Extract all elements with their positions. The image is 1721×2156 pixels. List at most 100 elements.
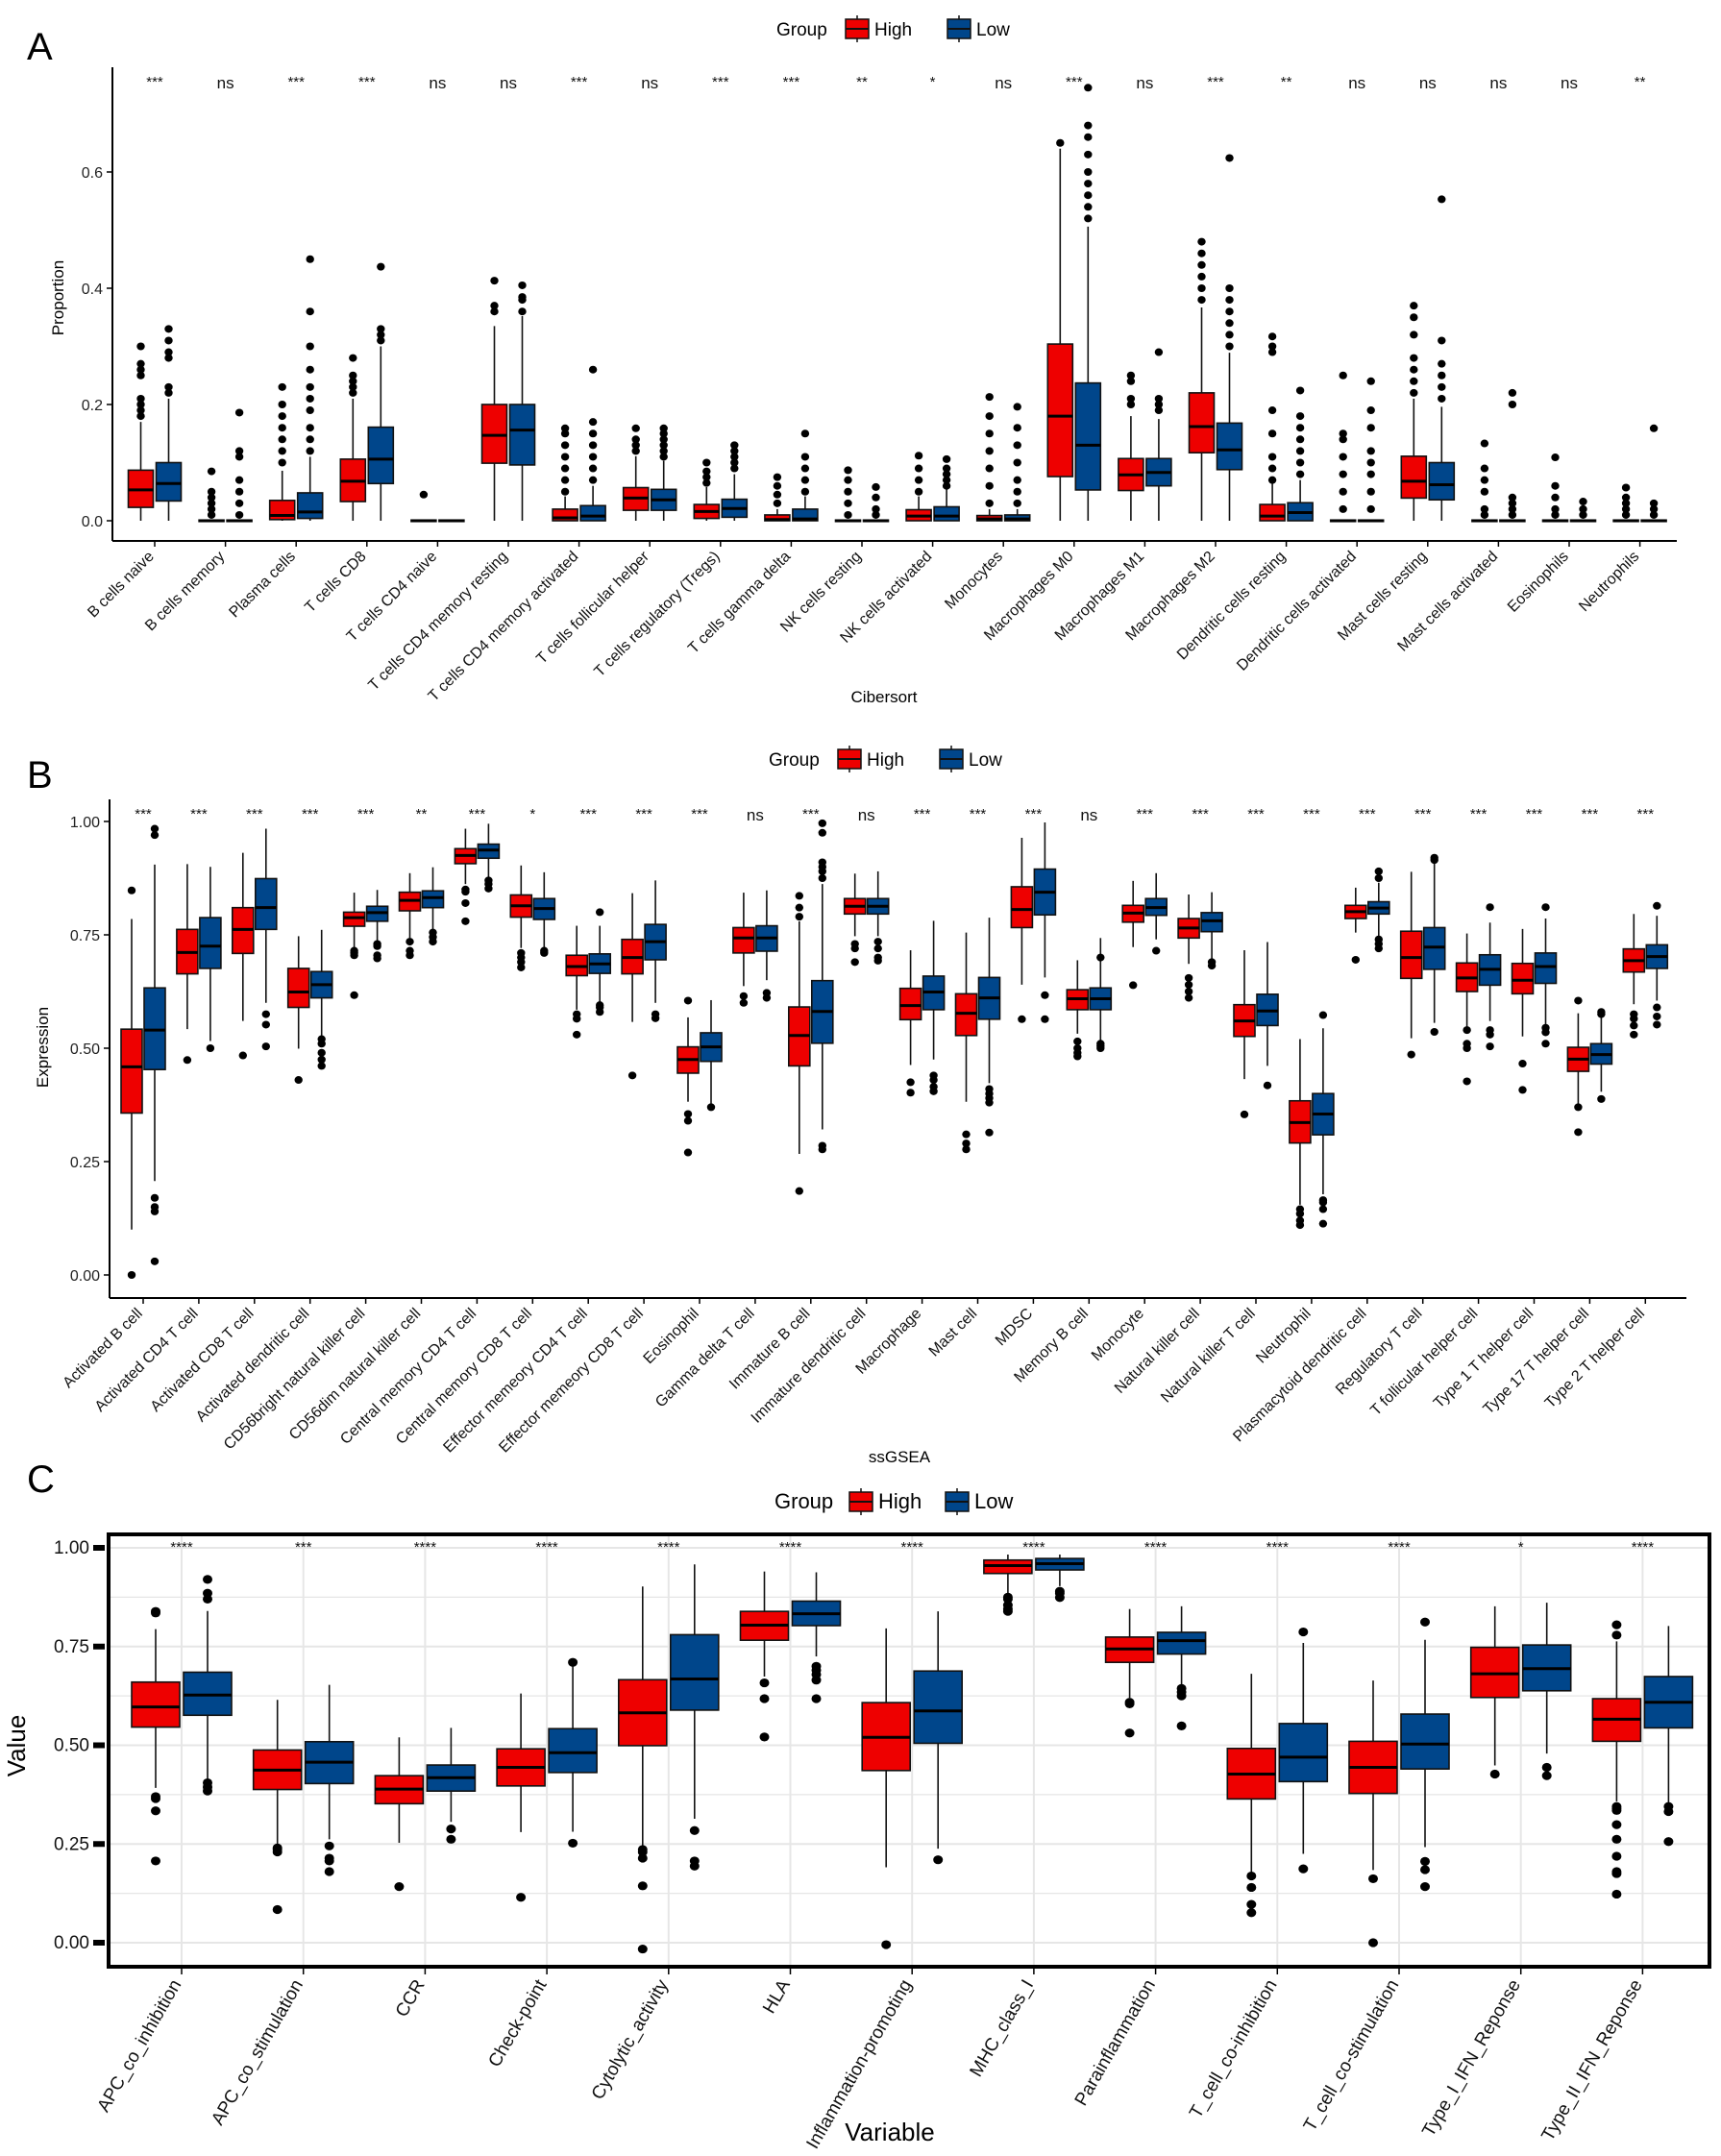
outlier-point (1438, 359, 1446, 368)
outlier-point (1041, 991, 1049, 999)
outlier-point (1653, 1020, 1661, 1029)
outlier-point (659, 441, 668, 450)
box-high (252, 1700, 303, 1915)
outlier-point (151, 1606, 160, 1616)
outlier-point (324, 1841, 334, 1850)
outlier-point (773, 499, 782, 507)
box-high (1622, 914, 1646, 1039)
x-axis-title: Cibersort (851, 688, 918, 706)
outlier-point (1551, 493, 1560, 502)
y-tick-label: 1.00 (70, 815, 100, 831)
outlier-point (881, 1940, 892, 1949)
box-high (480, 277, 508, 521)
box-low (1589, 1008, 1613, 1103)
significance-label: *** (246, 806, 263, 822)
outlier-point (637, 1845, 648, 1854)
outlier-point (568, 1838, 578, 1849)
outlier-point (306, 365, 314, 374)
box-high (509, 865, 533, 971)
outlier-point (136, 371, 145, 380)
significance-label: *** (287, 74, 305, 90)
y-tick-label: 0.0 (82, 514, 103, 530)
outlier-point (1126, 394, 1136, 403)
outlier-point (985, 1128, 994, 1137)
outlier-point (1611, 1630, 1622, 1640)
significance-label: ns (747, 806, 764, 824)
outlier-point (373, 951, 381, 960)
outlier-point (164, 382, 173, 391)
y-tick-label: 0.6 (82, 165, 103, 182)
outlier-point (207, 493, 216, 502)
outlier-point (1480, 504, 1489, 513)
outlier-point (1154, 394, 1164, 403)
outlier-point (702, 478, 711, 487)
box-low (862, 482, 890, 523)
outlier-point (914, 487, 923, 496)
box-high (983, 1554, 1033, 1616)
outlier-point (1630, 1021, 1638, 1030)
box-iqr (1511, 962, 1535, 995)
outlier-point (1579, 504, 1587, 513)
outlier-point (560, 464, 570, 473)
outlier-point (1438, 394, 1446, 403)
box-low (866, 870, 890, 965)
y-tick-label: 0.50 (54, 1736, 89, 1756)
outlier-point (1366, 406, 1375, 415)
box-high (232, 852, 255, 1060)
box-low (508, 281, 536, 521)
outlier-point (811, 1694, 822, 1703)
outlier-point (1621, 493, 1631, 502)
outlier-point (1574, 1103, 1583, 1112)
box-low (791, 1572, 842, 1703)
box-high (764, 473, 791, 522)
box-iqr (155, 461, 183, 502)
legend-label-high: High (878, 1489, 922, 1513)
outlier-point (631, 435, 640, 444)
box-low (1645, 901, 1669, 1029)
box-high (834, 466, 862, 523)
outlier-point (689, 1856, 700, 1866)
box-iqr (1534, 952, 1558, 985)
legend: Group High Low (769, 746, 1002, 772)
outlier-point (1339, 504, 1347, 513)
box-low (1256, 942, 1279, 1090)
significance-label: ns (1489, 74, 1507, 92)
outlier-point (1197, 237, 1206, 246)
outlier-point (349, 377, 357, 385)
outlier-point (560, 441, 570, 450)
outlier-point (627, 1071, 637, 1080)
legend-key-high: High (837, 746, 904, 772)
outlier-point (127, 1271, 136, 1279)
significance-label: ns (217, 74, 234, 92)
outlier-point (1438, 195, 1446, 204)
y-tick-label: 0.00 (54, 1933, 89, 1953)
outlier-point (1267, 348, 1277, 356)
significance-label: *** (302, 806, 319, 822)
outlier-point (929, 1071, 938, 1080)
box-high (898, 950, 922, 1097)
box-low (810, 819, 834, 1154)
outlier-point (484, 876, 493, 885)
significance-label: *** (295, 1539, 312, 1556)
outlier-point (1366, 470, 1375, 478)
outlier-point (234, 476, 244, 484)
outlier-point (1518, 1060, 1527, 1068)
outlier-point (1318, 1219, 1328, 1228)
box-high (1469, 1605, 1520, 1779)
outlier-point (203, 1588, 212, 1598)
outlier-point (207, 510, 216, 519)
outlier-point (203, 1575, 212, 1584)
outlier-point (1621, 510, 1631, 519)
outlier-point (1653, 1003, 1661, 1012)
outlier-point (942, 454, 951, 463)
outlier-point (206, 1044, 215, 1052)
legend-key-low: Low (947, 15, 1010, 42)
box-iqr (480, 404, 508, 464)
outlier-point (730, 458, 739, 467)
outlier-point (183, 1056, 192, 1065)
significance-label: *** (146, 74, 163, 90)
significance-label: *** (970, 806, 987, 822)
outlier-point (730, 464, 739, 473)
box-low (1003, 403, 1031, 522)
